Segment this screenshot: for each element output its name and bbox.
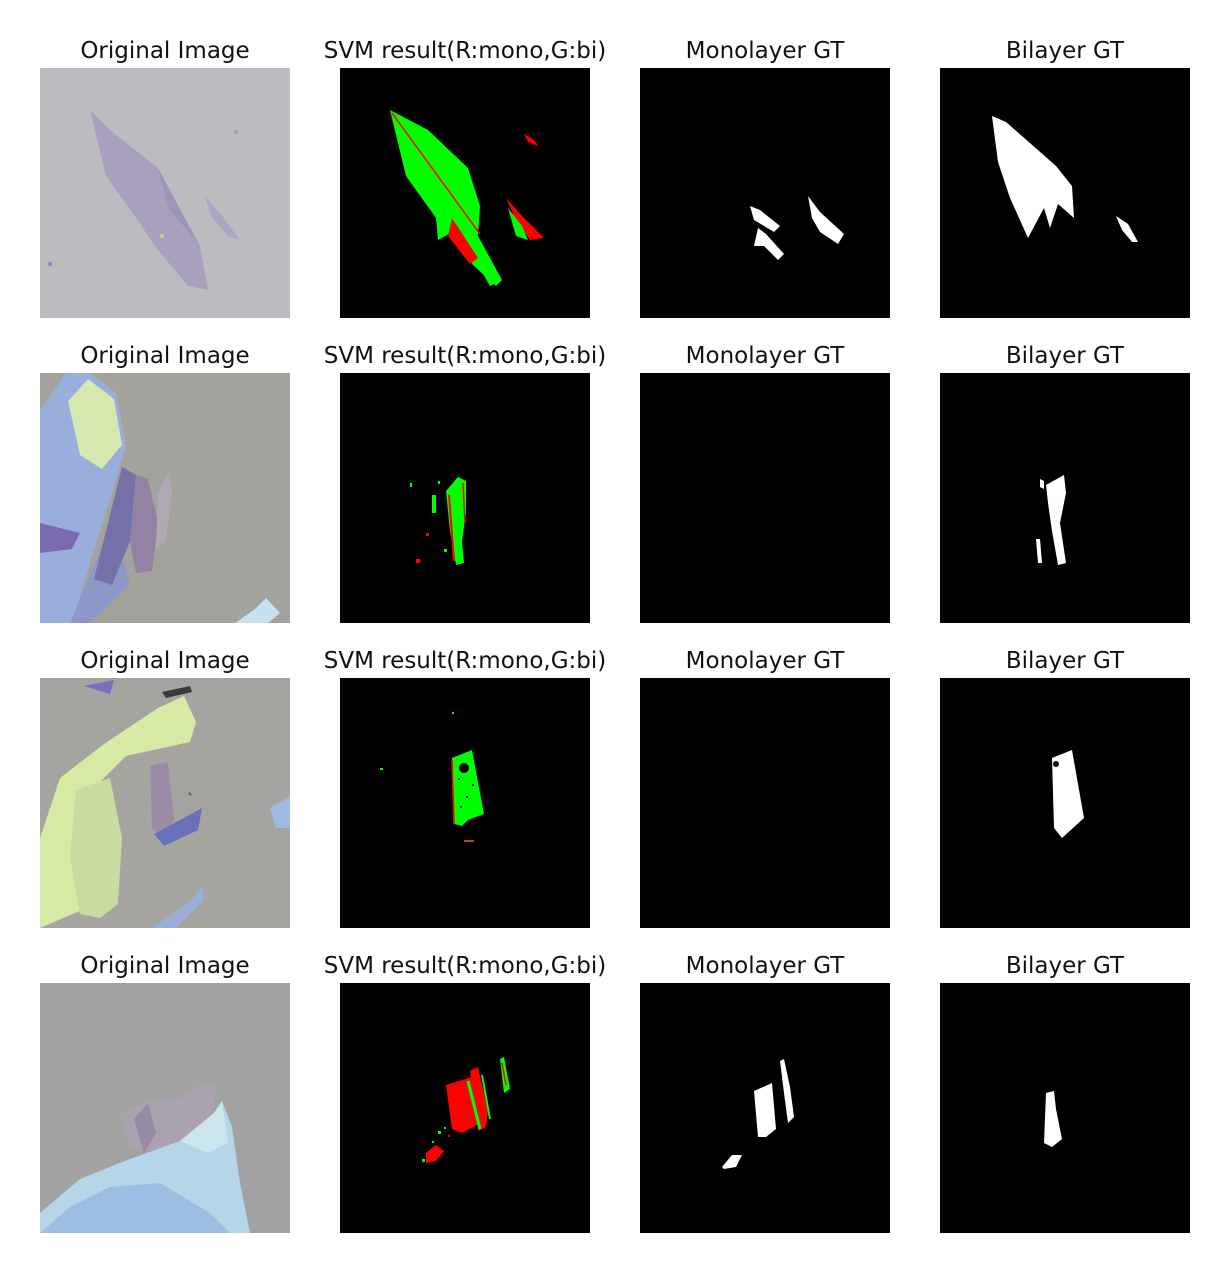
row-4-original-title: Original Image bbox=[80, 953, 250, 979]
row-2-svm-result bbox=[340, 373, 590, 623]
row-3-original-title: Original Image bbox=[80, 648, 250, 674]
row-2-mono-title: Monolayer GT bbox=[685, 343, 845, 369]
row-4-svm-title: SVM result(R:mono,G:bi) bbox=[323, 953, 607, 979]
row-3-bi-title: Bilayer GT bbox=[1005, 648, 1125, 674]
row-4-bilayer-gt bbox=[940, 983, 1190, 1233]
row-3-bilayer-gt bbox=[940, 678, 1190, 928]
row-4-original-image bbox=[40, 983, 290, 1233]
row-2-original-image bbox=[40, 373, 290, 623]
row-2-original-title: Original Image bbox=[80, 343, 250, 369]
row-1-original-title: Original Image bbox=[80, 38, 250, 64]
row-3-mono-title: Monolayer GT bbox=[685, 648, 845, 674]
row-2-bilayer-gt bbox=[940, 373, 1190, 623]
row-4-svm-result bbox=[340, 983, 590, 1233]
row-3-svm-result bbox=[340, 678, 590, 928]
row-4-monolayer-gt bbox=[640, 983, 890, 1233]
row-3-svm-title: SVM result(R:mono,G:bi) bbox=[323, 648, 607, 674]
row-4-bi-title: Bilayer GT bbox=[1005, 953, 1125, 979]
row-2-monolayer-gt bbox=[640, 373, 890, 623]
row-1-mono-title: Monolayer GT bbox=[685, 38, 845, 64]
row-1-bilayer-gt bbox=[940, 68, 1190, 318]
row-1-monolayer-gt bbox=[640, 68, 890, 318]
row-3-monolayer-gt bbox=[640, 678, 890, 928]
row-1-svm-title: SVM result(R:mono,G:bi) bbox=[323, 38, 607, 64]
row-3-original-image bbox=[40, 678, 290, 928]
row-4-mono-title: Monolayer GT bbox=[685, 953, 845, 979]
row-1-original-image bbox=[40, 68, 290, 318]
row-2-bi-title: Bilayer GT bbox=[1005, 343, 1125, 369]
row-1-svm-result bbox=[340, 68, 590, 318]
row-1-bi-title: Bilayer GT bbox=[1005, 38, 1125, 64]
row-2-svm-title: SVM result(R:mono,G:bi) bbox=[323, 343, 607, 369]
